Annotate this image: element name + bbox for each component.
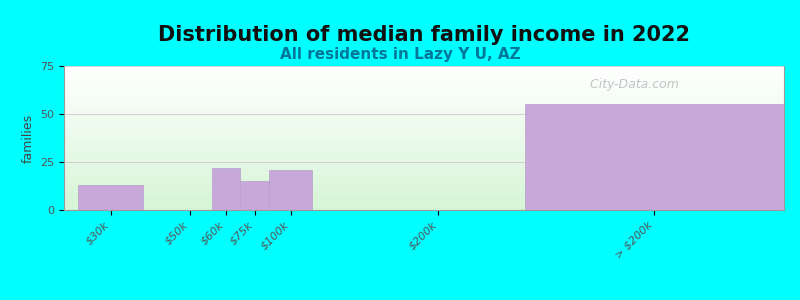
Text: All residents in Lazy Y U, AZ: All residents in Lazy Y U, AZ (280, 46, 520, 62)
Y-axis label: families: families (22, 113, 34, 163)
Bar (240, 181, 269, 210)
Bar (270, 170, 313, 210)
Text: City-Data.com: City-Data.com (582, 77, 679, 91)
Title: Distribution of median family income in 2022: Distribution of median family income in … (158, 25, 690, 45)
Bar (78, 185, 143, 210)
Bar (525, 104, 784, 210)
Bar (211, 168, 241, 210)
